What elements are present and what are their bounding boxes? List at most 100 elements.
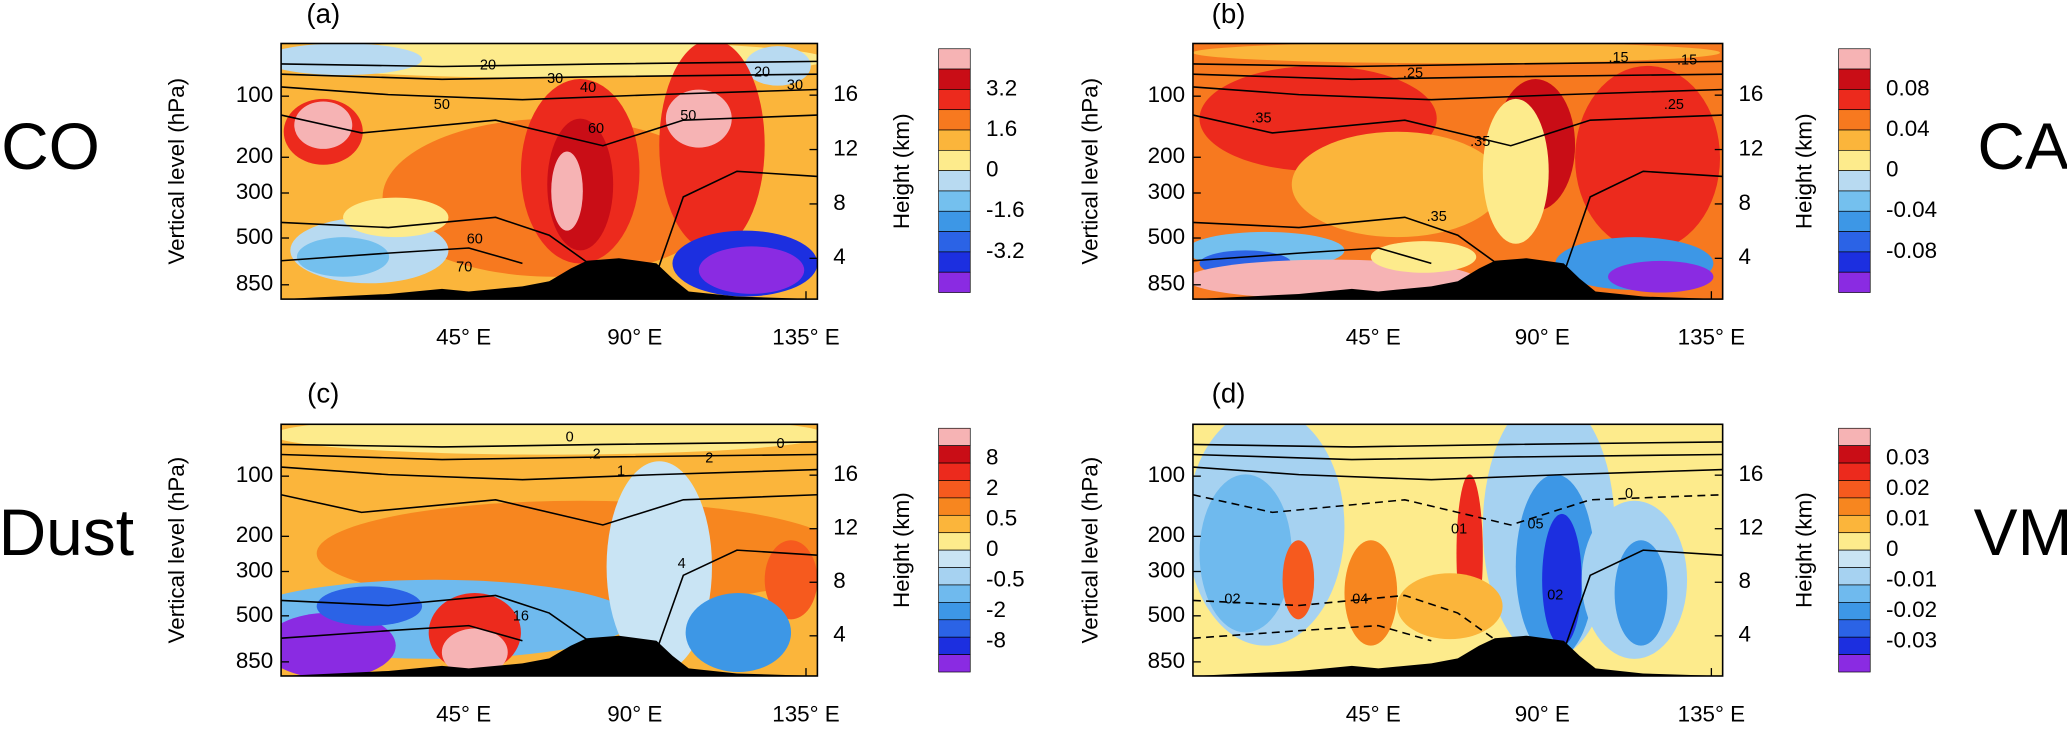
contour-label: 05 [1527, 516, 1543, 532]
x-tick-label: 90° E [1515, 325, 1570, 350]
y-tick-label: 200 [1148, 143, 1185, 168]
contour-line [1192, 60, 1723, 68]
y-tick-label: 850 [1148, 271, 1185, 296]
colorbar-swatch [938, 636, 971, 655]
contour-line [281, 441, 818, 448]
y-tick-label: 300 [236, 179, 273, 204]
contour-line [281, 86, 818, 101]
colorbar-label: -0.01 [1886, 567, 1937, 592]
contour-label: 1 [617, 464, 625, 480]
contour-label: .25 [1664, 97, 1684, 113]
contour-line [1192, 114, 1723, 147]
colorbar-label: -2 [986, 597, 1006, 622]
colorbar-swatch [938, 567, 971, 586]
colorbar-swatch [1838, 567, 1871, 586]
colorbar-label: 0.01 [1886, 506, 1930, 531]
colorbar-label: -3.2 [986, 238, 1025, 263]
colorbar-swatch [938, 89, 971, 111]
field-region [441, 628, 508, 676]
colorbar-label: -0.5 [986, 567, 1025, 592]
colorbar-swatch [938, 445, 971, 464]
colorbar-label: 0 [986, 536, 998, 561]
field-region [281, 424, 818, 455]
field-region [1482, 98, 1549, 244]
field-region [1575, 65, 1721, 251]
contour-line [1192, 216, 1512, 275]
contour-line [655, 549, 818, 652]
y2-tick-label: 12 [833, 515, 858, 540]
field-region [1282, 540, 1315, 620]
y-tick-label: 300 [1148, 179, 1185, 204]
y2-tick-label: 4 [833, 622, 845, 647]
colorbar-swatch [1838, 109, 1871, 131]
contour-label: 30 [547, 71, 563, 87]
colorbar-swatch [1838, 170, 1871, 192]
y2-tick-label: 16 [1738, 81, 1763, 106]
terrain [1192, 258, 1723, 300]
panel-label: (a) [306, 0, 340, 29]
colorbar-swatch [938, 619, 971, 638]
plot-area [281, 424, 818, 676]
colorbar-swatch [1838, 190, 1871, 212]
y-axis-title: Vertical level (hPa) [1077, 78, 1102, 265]
row-label: VM [1974, 495, 2067, 569]
field-region [606, 461, 712, 673]
colorbar-swatch [1838, 89, 1871, 111]
colorbar-swatch [1838, 129, 1871, 151]
y2-tick-label: 8 [833, 190, 845, 215]
field-region [744, 46, 811, 86]
contour-label: .25 [1403, 66, 1423, 82]
contour-label: 04 [1352, 591, 1368, 607]
contour-label: .35 [1251, 110, 1271, 126]
colorbar-swatch [1838, 445, 1871, 464]
contour-label: 01 [1451, 522, 1467, 538]
colorbar-label: 0 [986, 157, 998, 182]
colorbar-swatch [938, 549, 971, 568]
contour-line [1192, 624, 1432, 642]
y2-tick-label: 12 [833, 135, 858, 160]
colorbar-swatch [1838, 654, 1871, 673]
y-tick-label: 200 [1148, 522, 1185, 547]
contour-label: 40 [580, 80, 596, 96]
contour-line [281, 624, 523, 642]
field-region [343, 197, 449, 238]
contour-label: 20 [480, 58, 496, 74]
contour-line [281, 73, 818, 81]
colorbar-swatch [938, 654, 971, 673]
y2-axis-title: Height (km) [1792, 113, 1817, 229]
contour-label: 60 [588, 121, 604, 137]
y2-tick-label: 16 [833, 81, 858, 106]
colorbar-label: 8 [986, 445, 998, 470]
colorbar-swatch [1838, 497, 1871, 516]
field-region [281, 43, 423, 76]
contour-line [281, 114, 818, 147]
field-region [1614, 540, 1668, 646]
row-label: CO [1, 109, 100, 183]
y-tick-label: 100 [1148, 82, 1185, 107]
contour-label: 0 [1625, 486, 1633, 502]
y-tick-label: 500 [1148, 602, 1185, 627]
contour-line [281, 216, 604, 275]
y2-tick-label: 4 [1738, 244, 1750, 269]
y-tick-label: 100 [236, 82, 273, 107]
terrain [281, 635, 818, 676]
colorbar-label: -0.03 [1886, 627, 1937, 652]
colorbar-swatch [938, 514, 971, 534]
y-tick-label: 850 [1148, 648, 1185, 673]
contour-label: 02 [1547, 587, 1563, 603]
y-tick-label: 300 [236, 557, 273, 582]
y-tick-label: 200 [236, 522, 273, 547]
colorbar-swatch [1838, 480, 1871, 499]
x-tick-label: 135° E [1678, 325, 1745, 350]
contour-line [281, 493, 818, 526]
colorbar-swatch [1838, 231, 1871, 253]
contour-label: 2 [705, 450, 713, 466]
contour-line [1192, 86, 1723, 101]
contour-label: 0 [776, 436, 784, 452]
y2-tick-label: 8 [1738, 568, 1750, 593]
contour-label: .35 [1427, 209, 1447, 225]
colorbar-swatch [1838, 149, 1871, 171]
colorbar-swatch [938, 231, 971, 253]
colorbar-swatch [938, 210, 971, 232]
